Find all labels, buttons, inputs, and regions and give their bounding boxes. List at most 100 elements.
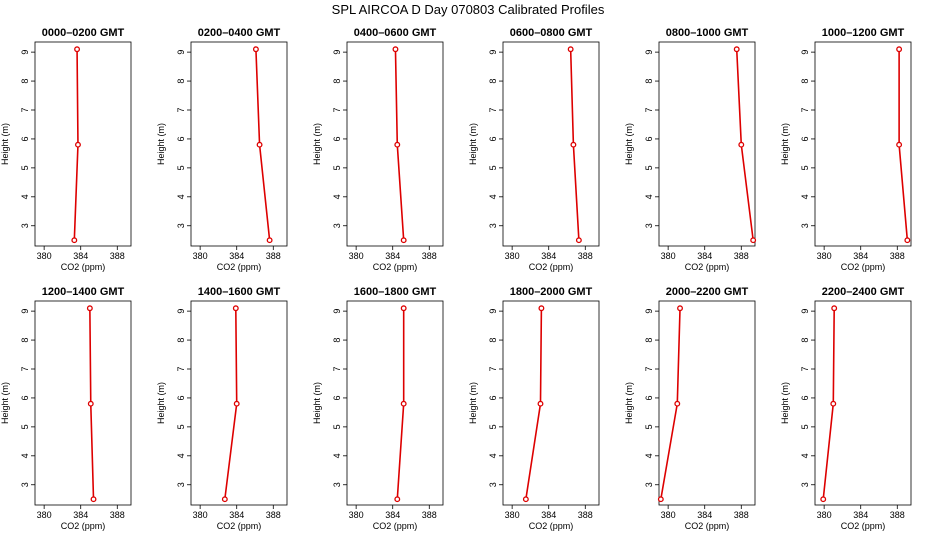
y-tick-label: 4 xyxy=(800,194,810,199)
y-tick-label: 7 xyxy=(644,107,654,112)
y-tick-label: 5 xyxy=(644,165,654,170)
y-tick-label: 3 xyxy=(20,482,30,487)
y-tick-label: 8 xyxy=(176,338,186,343)
y-tick-label: 3 xyxy=(176,482,186,487)
x-axis-label: CO2 (ppm) xyxy=(217,262,262,272)
y-tick-label: 3 xyxy=(800,223,810,228)
x-tick-label: 380 xyxy=(193,510,208,520)
y-axis-label: Height (m) xyxy=(0,123,10,165)
y-tick-label: 7 xyxy=(176,107,186,112)
profile-panel-11: 2000–2200 GMT 380 384 388 3 4 5 6 7 8 9 CO2 (ppm) He… xyxy=(624,286,756,531)
data-point xyxy=(233,400,240,407)
y-tick-label: 4 xyxy=(332,194,342,199)
profile-panel-1: 0000–0200 GMT 380 384 388 3 4 5 6 7 8 9 CO2 (ppm) He… xyxy=(0,27,132,272)
x-tick-label: 380 xyxy=(193,251,208,261)
y-tick-label: 3 xyxy=(332,223,342,228)
x-tick-label: 380 xyxy=(37,510,52,520)
data-point xyxy=(750,237,757,244)
x-tick-label: 380 xyxy=(817,510,832,520)
y-axis-label: Height (m) xyxy=(312,382,322,424)
y-tick-label: 8 xyxy=(332,79,342,84)
panel-title: 1600–1800 GMT xyxy=(354,286,437,298)
y-tick-label: 4 xyxy=(20,453,30,458)
plot-frame xyxy=(658,300,756,506)
y-tick-label: 7 xyxy=(644,366,654,371)
data-point xyxy=(221,496,228,503)
x-tick-label: 384 xyxy=(73,251,88,261)
x-tick-label: 388 xyxy=(422,510,437,520)
data-point xyxy=(567,46,574,53)
plot-frame xyxy=(190,300,288,506)
y-tick-label: 5 xyxy=(332,424,342,429)
y-tick-label: 9 xyxy=(332,309,342,314)
x-tick-label: 388 xyxy=(422,251,437,261)
panel-title: 1400–1600 GMT xyxy=(198,286,281,298)
profile-panel-4: 0600–0800 GMT 380 384 388 3 4 5 6 7 8 9 CO2 (ppm) He… xyxy=(468,27,600,272)
y-tick-label: 8 xyxy=(20,338,30,343)
y-tick-label: 5 xyxy=(176,165,186,170)
data-point xyxy=(575,237,582,244)
plot-frame xyxy=(34,300,132,506)
data-point xyxy=(657,496,664,503)
data-point xyxy=(538,305,545,312)
panel-title: 0600–0800 GMT xyxy=(510,27,593,39)
y-tick-label: 9 xyxy=(644,50,654,55)
x-tick-label: 384 xyxy=(697,510,712,520)
y-tick-label: 8 xyxy=(644,79,654,84)
y-tick-label: 6 xyxy=(176,395,186,400)
y-tick-label: 5 xyxy=(488,165,498,170)
panel-title: 2000–2200 GMT xyxy=(666,286,749,298)
data-point xyxy=(400,400,407,407)
y-tick-label: 8 xyxy=(488,79,498,84)
y-axis-label: Height (m) xyxy=(0,382,10,424)
x-tick-label: 380 xyxy=(817,251,832,261)
y-tick-label: 8 xyxy=(488,338,498,343)
data-point xyxy=(394,496,401,503)
x-axis-label: CO2 (ppm) xyxy=(373,521,418,531)
data-point xyxy=(400,305,407,312)
profile-panel-10: 1800–2000 GMT 380 384 388 3 4 5 6 7 8 9 CO2 (ppm) He… xyxy=(468,286,600,531)
data-point xyxy=(266,237,273,244)
y-tick-label: 6 xyxy=(488,136,498,141)
x-tick-label: 384 xyxy=(229,510,244,520)
y-tick-label: 3 xyxy=(488,482,498,487)
plot-frame xyxy=(814,41,912,247)
data-point xyxy=(674,400,681,407)
data-point xyxy=(830,400,837,407)
x-axis-label: CO2 (ppm) xyxy=(841,262,886,272)
y-tick-label: 7 xyxy=(20,366,30,371)
y-tick-label: 6 xyxy=(176,136,186,141)
y-tick-label: 4 xyxy=(800,453,810,458)
y-axis-label: Height (m) xyxy=(468,382,478,424)
y-tick-label: 5 xyxy=(800,424,810,429)
y-tick-label: 6 xyxy=(800,395,810,400)
profile-panel-3: 0400–0600 GMT 380 384 388 3 4 5 6 7 8 9 CO2 (ppm) He… xyxy=(312,27,444,272)
plot-frame xyxy=(658,41,756,247)
x-tick-label: 380 xyxy=(661,251,676,261)
data-point xyxy=(394,141,401,148)
y-tick-label: 8 xyxy=(800,338,810,343)
x-tick-label: 380 xyxy=(349,510,364,520)
y-tick-label: 8 xyxy=(176,79,186,84)
x-tick-label: 388 xyxy=(890,251,905,261)
y-tick-label: 9 xyxy=(20,50,30,55)
data-point xyxy=(537,400,544,407)
profile-panel-6: 1000–1200 GMT 380 384 388 3 4 5 6 7 8 9 CO2 (ppm) He… xyxy=(780,27,912,272)
x-tick-label: 388 xyxy=(578,251,593,261)
data-point xyxy=(677,305,683,312)
data-point xyxy=(896,141,903,148)
plot-frame xyxy=(502,300,600,506)
y-tick-label: 5 xyxy=(332,165,342,170)
y-tick-label: 3 xyxy=(644,223,654,228)
x-tick-label: 384 xyxy=(853,510,868,520)
x-axis-label: CO2 (ppm) xyxy=(685,262,730,272)
y-tick-label: 9 xyxy=(488,309,498,314)
x-axis-label: CO2 (ppm) xyxy=(61,521,106,531)
x-tick-label: 384 xyxy=(697,251,712,261)
y-tick-label: 4 xyxy=(488,194,498,199)
y-tick-label: 5 xyxy=(176,424,186,429)
y-tick-label: 6 xyxy=(800,136,810,141)
plot-frame xyxy=(346,300,444,506)
